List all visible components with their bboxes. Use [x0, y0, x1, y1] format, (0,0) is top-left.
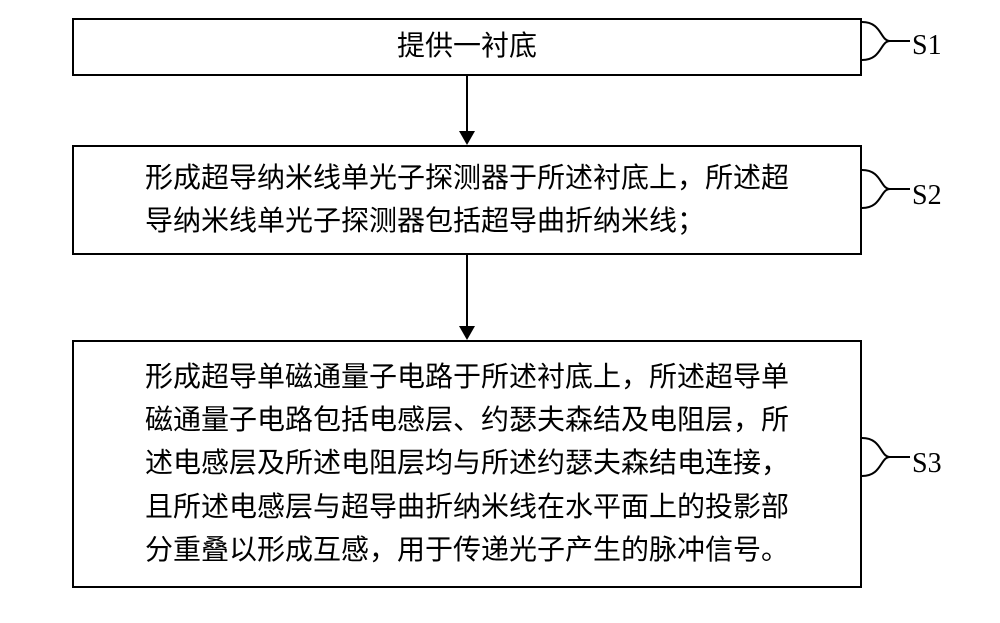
step-text-s1: 提供一衬底	[397, 25, 537, 68]
step-label-s1: S1	[912, 30, 942, 62]
flowchart-canvas: 提供一衬底 S1 形成超导纳米线单光子探测器于所述衬底上，所述超 导纳米线单光子…	[0, 0, 1000, 623]
connector-curve-s3	[862, 436, 912, 478]
arrow-line-2	[466, 255, 468, 326]
step-label-s2: S2	[912, 180, 942, 212]
arrow-head-1	[459, 131, 475, 145]
connector-curve-s1	[862, 20, 912, 62]
step-text-s3: 形成超导单磁通量子电路于所述衬底上，所述超导单 磁通量子电路包括电感层、约瑟夫森…	[145, 356, 789, 573]
step-box-s1: 提供一衬底	[72, 18, 862, 76]
step-label-s3: S3	[912, 448, 942, 480]
step-text-s2: 形成超导纳米线单光子探测器于所述衬底上，所述超 导纳米线单光子探测器包括超导曲折…	[145, 157, 789, 244]
step-box-s2: 形成超导纳米线单光子探测器于所述衬底上，所述超 导纳米线单光子探测器包括超导曲折…	[72, 145, 862, 255]
arrow-head-2	[459, 326, 475, 340]
connector-curve-s2	[862, 168, 912, 210]
arrow-line-1	[466, 76, 468, 131]
step-box-s3: 形成超导单磁通量子电路于所述衬底上，所述超导单 磁通量子电路包括电感层、约瑟夫森…	[72, 340, 862, 588]
